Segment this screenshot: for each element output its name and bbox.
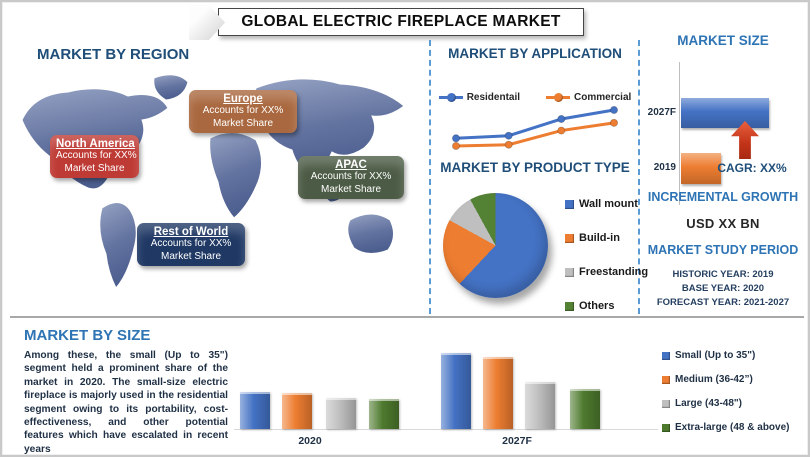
commercial-line-marker-icon bbox=[546, 93, 571, 102]
banner-arrow-icon bbox=[189, 5, 225, 40]
legend-label-large: Large (43-48") bbox=[675, 398, 742, 409]
bar-2027f-extra-large bbox=[570, 389, 600, 429]
freestanding-swatch-icon bbox=[565, 267, 574, 277]
callout-rest-of-world-line1: Accounts for XX% bbox=[150, 238, 232, 249]
extra-large-swatch-icon bbox=[662, 423, 670, 432]
legend-label-others: Others bbox=[579, 300, 615, 312]
legend-item-extra-large: Extra-large (48 & above) bbox=[662, 422, 790, 433]
callout-north-america-line1: Accounts for XX% bbox=[56, 150, 137, 161]
callout-europe-name: Europe bbox=[223, 93, 263, 105]
callout-europe-line1: Accounts for XX% bbox=[202, 105, 284, 116]
bar-2020-medium bbox=[282, 393, 312, 429]
legend-item-medium: Medium (36-42”) bbox=[662, 374, 790, 385]
callout-apac: APAC Accounts for XX% Market Share bbox=[298, 156, 404, 199]
build-in-swatch-icon bbox=[565, 233, 574, 243]
market-size-heading: MARKET SIZE bbox=[677, 33, 769, 48]
legend-item-build-in: Build-in bbox=[565, 232, 648, 244]
callout-rest-of-world-name: Rest of World bbox=[153, 226, 229, 238]
medium-swatch-icon bbox=[662, 375, 670, 384]
wall-mount-swatch-icon bbox=[565, 199, 574, 209]
divider-right-dashed bbox=[638, 40, 640, 314]
legend-label-medium: Medium (36-42”) bbox=[675, 374, 753, 385]
application-line-chart bbox=[451, 106, 618, 151]
legend-item-commercial: Commercial bbox=[546, 92, 631, 103]
application-legend: Residentail Commercial bbox=[432, 92, 638, 103]
legend-label-extra-large: Extra-large (48 & above) bbox=[675, 422, 790, 433]
legend-item-freestanding: Freestanding bbox=[565, 266, 648, 278]
legend-label-commercial: Commercial bbox=[574, 92, 632, 103]
market-size-bar-2019 bbox=[681, 153, 721, 184]
market-by-size-paragraph: Among these, the small (Up to 35") segme… bbox=[24, 350, 228, 455]
callout-europe: Europe Accounts for XX% Market Share bbox=[189, 90, 297, 133]
market-size-axis bbox=[679, 62, 680, 205]
large-swatch-icon bbox=[662, 399, 670, 408]
divider-left-dashed bbox=[429, 40, 431, 314]
market-by-size-heading: MARKET BY SIZE bbox=[24, 327, 151, 344]
legend-label-freestanding: Freestanding bbox=[579, 266, 649, 278]
historic-year: HISTORIC YEAR: 2019 bbox=[672, 269, 774, 280]
market-by-size-legend: Small (Up to 35") Medium (36-42”) Large … bbox=[662, 350, 790, 433]
title-banner: GLOBAL ELECTRIC FIREPLACE MARKET bbox=[189, 5, 584, 40]
legend-label-residential: Residentail bbox=[466, 92, 521, 103]
callout-rest-of-world-line2: Market Share bbox=[160, 250, 222, 262]
study-period-lines: HISTORIC YEAR: 2019 BASE YEAR: 2020 FORE… bbox=[638, 268, 808, 310]
divider-horizontal bbox=[10, 316, 804, 318]
market-size-bar-2027f bbox=[681, 98, 769, 128]
callout-apac-name: APAC bbox=[335, 159, 367, 171]
base-year: BASE YEAR: 2020 bbox=[681, 283, 765, 294]
small-swatch-icon bbox=[662, 351, 670, 360]
legend-item-wall-mount: Wall mount bbox=[565, 198, 648, 210]
legend-label-small: Small (Up to 35") bbox=[675, 350, 756, 361]
residential-line-marker-icon bbox=[438, 93, 463, 102]
category-label-2027f: 2027F bbox=[502, 435, 532, 447]
bar-2020-large bbox=[326, 398, 356, 429]
cagr-label: CAGR: XX% bbox=[717, 161, 787, 175]
legend-item-small: Small (Up to 35") bbox=[662, 350, 790, 361]
incremental-growth-heading: INCREMENTAL GROWTH bbox=[647, 190, 799, 204]
page-title: GLOBAL ELECTRIC FIREPLACE MARKET bbox=[241, 13, 561, 30]
callout-north-america-name: North America bbox=[56, 138, 135, 150]
bar-2027f-small bbox=[441, 353, 471, 429]
legend-item-others: Others bbox=[565, 300, 648, 312]
bar-label-2019: 2019 bbox=[653, 162, 676, 173]
others-swatch-icon bbox=[565, 301, 574, 311]
study-period-heading: MARKET STUDY PERIOD bbox=[647, 243, 799, 257]
callout-north-america-line2: Market Share bbox=[64, 162, 125, 174]
product-type-heading: MARKET BY PRODUCT TYPE bbox=[440, 160, 630, 175]
legend-label-wall-mount: Wall mount bbox=[579, 198, 638, 210]
callout-apac-line2: Market Share bbox=[320, 183, 382, 195]
incremental-growth-value: USD XX BN bbox=[686, 216, 760, 231]
callout-europe-line2: Market Share bbox=[212, 117, 274, 129]
bar-2027f-medium bbox=[483, 357, 513, 429]
region-heading: MARKET BY REGION bbox=[37, 46, 190, 63]
market-by-size-bar-chart bbox=[234, 334, 658, 430]
callout-apac-line1: Accounts for XX% bbox=[310, 171, 392, 182]
product-type-legend: Wall mount Build-in Freestanding Others bbox=[565, 198, 648, 312]
bar-2020-small bbox=[240, 392, 270, 429]
forecast-year: FORECAST YEAR: 2021-2027 bbox=[656, 297, 790, 308]
category-label-2020: 2020 bbox=[298, 435, 322, 447]
application-heading: MARKET BY APPLICATION bbox=[448, 46, 622, 61]
callout-rest-of-world: Rest of World Accounts for XX% Market Sh… bbox=[137, 223, 245, 266]
legend-label-build-in: Build-in bbox=[579, 232, 620, 244]
bar-2020-extra-large bbox=[369, 399, 399, 429]
callout-north-america: North America Accounts for XX% Market Sh… bbox=[50, 135, 139, 178]
legend-item-residential: Residentail bbox=[438, 92, 521, 103]
legend-item-large: Large (43-48") bbox=[662, 398, 790, 409]
bar-label-2027f: 2027F bbox=[647, 107, 676, 118]
product-type-pie-chart bbox=[443, 193, 548, 298]
bar-2027f-large bbox=[525, 382, 555, 429]
